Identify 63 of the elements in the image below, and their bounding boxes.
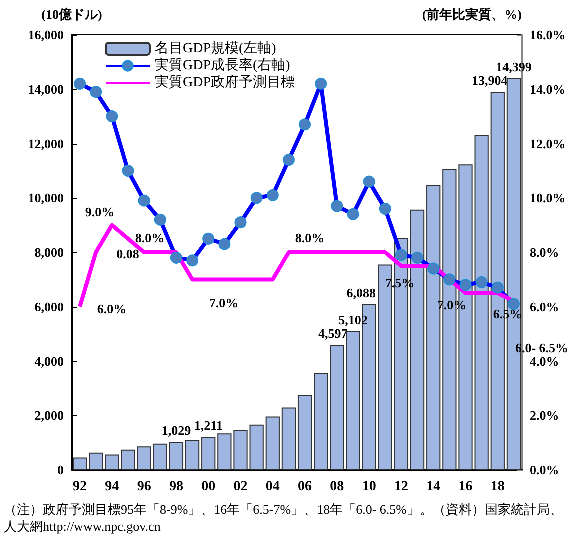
y2-tick-label: 8.0% — [530, 245, 560, 260]
bar — [185, 440, 200, 470]
data-label: 1,211 — [194, 418, 223, 434]
text: （注）政府予測目標95年「8-9%」、16年「6.5-7%」、18年「6.0- 6.5%」。（資料）国家統計局、人大網http://www.npc.gov.cn — [4, 502, 563, 534]
bar — [314, 373, 328, 470]
annotation: 6.0% — [97, 302, 127, 316]
y2-tick-label: 0.0% — [530, 462, 560, 478]
x-tick-label: 98 — [169, 480, 184, 494]
x-tick-label: 14 — [426, 480, 441, 494]
bar — [202, 437, 216, 470]
x-tick-label: 16 — [458, 480, 473, 494]
bar — [282, 408, 296, 470]
bar — [266, 416, 280, 470]
y-tick-label: 12,000 — [28, 136, 64, 152]
y2-axis-title: (前年比実質、%) — [422, 7, 522, 22]
x-tick-label: 94 — [105, 480, 120, 494]
legend-label: 名目GDP規模(左軸) — [155, 40, 277, 56]
y2-tick-label: 4.0% — [530, 354, 560, 369]
annotation: 8.0% — [295, 230, 325, 246]
annotation: 0.08 — [116, 246, 140, 262]
y-tick-label: 4,000 — [34, 354, 64, 369]
x-tick-label: 96 — [137, 480, 152, 494]
x-tick-label: 18 — [490, 480, 505, 494]
y2-tick-label: 6.0% — [530, 299, 560, 314]
y-tick-label: 16,000 — [28, 28, 64, 42]
y-tick-label: 2,000 — [34, 408, 64, 424]
bar — [474, 135, 489, 470]
x-tick-label: 10 — [362, 480, 376, 494]
y2-tick-label: 10.0% — [530, 190, 566, 206]
y-tick-label: 10,000 — [28, 190, 64, 206]
y2-tick-label: 12.0% — [530, 136, 566, 152]
data-label: 4,597 — [318, 326, 348, 342]
bar — [89, 452, 104, 470]
annotation: 8.0% — [135, 230, 165, 246]
x-tick-label: 06 — [298, 480, 312, 494]
data-label: 1,029 — [162, 423, 192, 438]
legend-label: 実質GDP政府予測目標 — [155, 74, 296, 90]
annotation: 9.0% — [85, 204, 115, 220]
x-tick-label: 04 — [266, 480, 280, 494]
x-tick-label: 08 — [330, 480, 344, 494]
y-tick-label: 14,000 — [28, 82, 64, 97]
data-label: 13,904 — [472, 72, 508, 88]
bar — [153, 444, 168, 470]
y-tick-label: 0 — [58, 462, 64, 478]
bar — [169, 442, 184, 470]
y-tick-label: 6,000 — [34, 299, 64, 314]
legend-label: 実質GDP成長率(右軸) — [155, 58, 291, 74]
annotation: 7.0% — [209, 296, 239, 310]
x-tick-label: 00 — [202, 480, 216, 494]
y-tick-label: 8,000 — [34, 245, 64, 260]
y2-tick-label: 2.0% — [530, 408, 560, 424]
y2-tick-label: 14.0% — [530, 82, 566, 97]
bar — [250, 424, 264, 470]
y2-tick-label: 16.0% — [530, 28, 566, 42]
x-tick-label: 92 — [73, 480, 88, 494]
bar — [298, 395, 312, 470]
x-tick-label: 12 — [394, 480, 408, 494]
data-label: 14,399 — [496, 60, 532, 75]
bar — [72, 458, 88, 470]
y-axis-title: (10億ドル) — [42, 7, 102, 22]
bar — [137, 446, 152, 470]
data-label: 6,088 — [346, 285, 376, 300]
x-tick-label: 02 — [234, 480, 248, 494]
